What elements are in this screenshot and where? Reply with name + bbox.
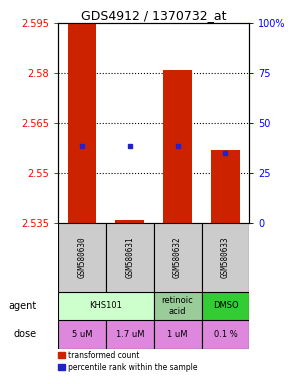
Text: 5 uM: 5 uM [72,330,92,339]
Bar [68,23,96,223]
Bar [58,320,106,349]
Text: KHS101: KHS101 [89,301,122,310]
Text: 0.1 %: 0.1 % [214,330,237,339]
Bar [211,150,240,223]
Bar [106,223,154,291]
Bar [154,223,202,291]
Legend: transformed count, percentile rank within the sample: transformed count, percentile rank withi… [58,351,197,372]
Text: GSM580632: GSM580632 [173,237,182,278]
Bar [202,223,249,291]
Bar [163,70,192,223]
Text: GSM580631: GSM580631 [125,237,134,278]
Text: GSM580630: GSM580630 [77,237,86,278]
Bar [154,320,202,349]
Bar [154,291,202,320]
Bar [58,291,154,320]
Text: agent: agent [8,301,37,311]
Text: 1 uM: 1 uM [167,330,188,339]
Text: retinoic
acid: retinoic acid [162,296,193,316]
Text: dose: dose [13,329,37,339]
Bar [202,291,249,320]
Text: GSM580633: GSM580633 [221,237,230,278]
Bar [202,320,249,349]
Text: DMSO: DMSO [213,301,238,310]
Title: GDS4912 / 1370732_at: GDS4912 / 1370732_at [81,9,226,22]
Bar [106,320,154,349]
Bar [115,220,144,223]
Bar [58,223,106,291]
Text: 1.7 uM: 1.7 uM [115,330,144,339]
